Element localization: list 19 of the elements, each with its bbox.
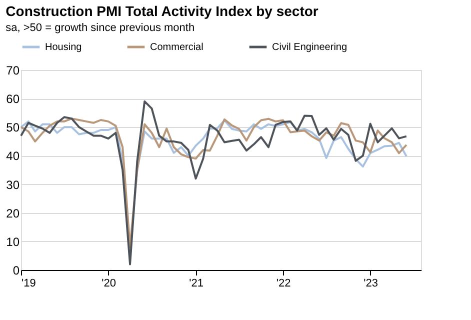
y-tick-label: 10 — [6, 234, 20, 249]
y-tick-label: 20 — [6, 206, 20, 220]
chart-subtitle: sa, >50 = growth since previous month — [6, 22, 195, 34]
x-tick-label: '21 — [189, 278, 204, 290]
chart-title: Construction PMI Total Activity Index by sector — [6, 3, 319, 19]
y-tick-label: 70 — [6, 64, 20, 78]
legend-label: Civil Engineering — [272, 42, 348, 53]
legend-label: Commercial — [150, 42, 204, 53]
x-tick-label: '19 — [22, 278, 36, 290]
x-tick-label: '23 — [364, 278, 378, 290]
legend-label: Housing — [45, 42, 82, 53]
y-tick-label: 50 — [6, 120, 20, 135]
x-tick-label: '20 — [102, 278, 116, 290]
line-series — [20, 100, 408, 266]
x-tick-label: '22 — [276, 278, 291, 290]
y-tick-label: 30 — [6, 178, 20, 192]
y-tick-label: 0 — [12, 264, 20, 278]
y-tick-label: 40 — [6, 149, 20, 164]
y-tick-label: 60 — [6, 92, 20, 106]
